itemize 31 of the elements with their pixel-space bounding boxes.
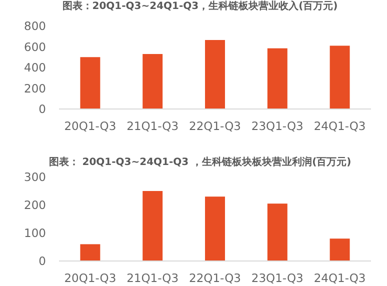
y-tick-label: 0 — [38, 102, 46, 116]
y-tick-label: 100 — [24, 226, 46, 240]
bar — [330, 238, 350, 261]
x-tick-label: 21Q1-Q3 — [126, 271, 179, 285]
y-tick-label: 800 — [24, 19, 46, 33]
bar — [80, 57, 100, 109]
bar — [205, 40, 225, 109]
x-tick-label: 23Q1-Q3 — [251, 119, 304, 133]
x-tick-label: 20Q1-Q3 — [64, 119, 116, 133]
y-tick-label: 600 — [24, 40, 46, 54]
bar — [142, 54, 163, 109]
bar — [142, 191, 163, 261]
bar — [267, 48, 288, 109]
x-tick-label: 21Q1-Q3 — [126, 119, 179, 133]
x-tick-label: 22Q1-Q3 — [189, 271, 241, 285]
y-tick-label: 200 — [24, 198, 46, 212]
y-tick-label: 300 — [24, 170, 46, 184]
y-tick-label: 400 — [24, 60, 46, 74]
x-tick-label: 22Q1-Q3 — [189, 119, 241, 133]
y-tick-label: 0 — [38, 254, 46, 268]
bar — [267, 204, 288, 261]
bar — [205, 196, 225, 261]
x-tick-label: 24Q1-Q3 — [314, 119, 366, 133]
x-tick-label: 20Q1-Q3 — [64, 271, 116, 285]
chart-title: 图表： 20Q1-Q3~24Q1-Q3 ，生科链板块板块营业利润(百万元) — [48, 156, 352, 168]
x-tick-label: 24Q1-Q3 — [314, 271, 366, 285]
y-tick-label: 200 — [24, 81, 46, 96]
x-tick-label: 23Q1-Q3 — [251, 271, 304, 285]
chart-title: 图表：20Q1-Q3~24Q1-Q3，生科链板块营业收入(百万元) — [62, 0, 338, 12]
bar — [330, 46, 350, 109]
bar — [80, 244, 100, 261]
